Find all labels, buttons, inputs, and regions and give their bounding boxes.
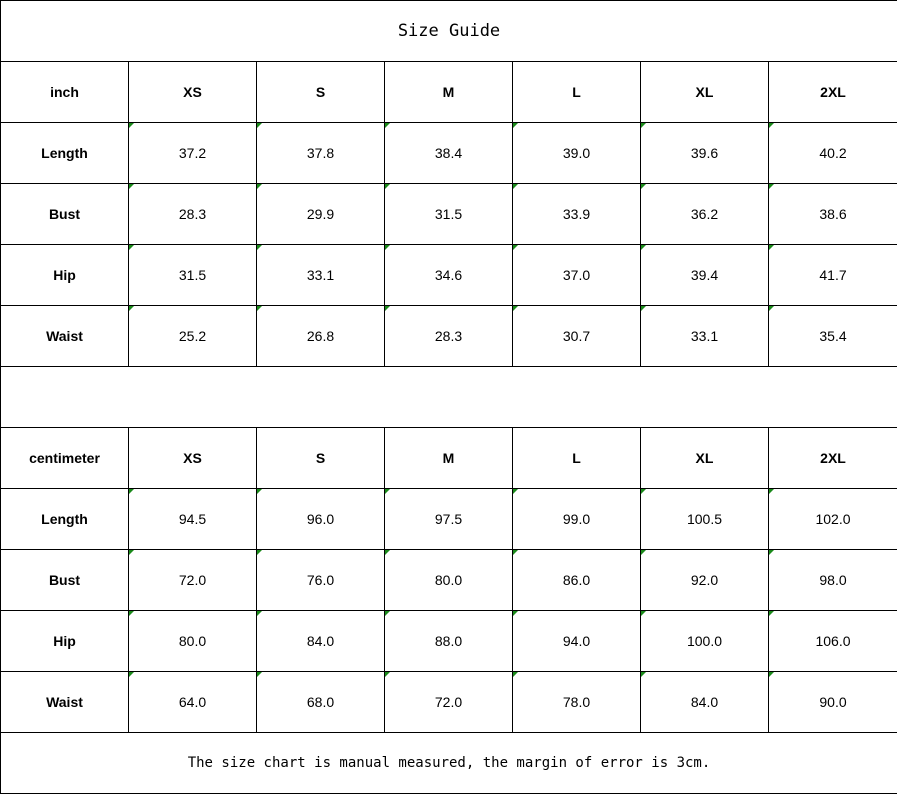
measurement-label: Waist [0, 671, 129, 733]
measurement-label: Hip [0, 244, 129, 306]
measurement-value: 80.0 [128, 610, 257, 672]
measurement-value: 90.0 [768, 671, 897, 733]
measurement-value: 94.5 [128, 488, 257, 550]
measurement-label: Hip [0, 610, 129, 672]
measurement-value: 64.0 [128, 671, 257, 733]
measurement-value: 37.0 [512, 244, 641, 306]
size-header: L [512, 427, 641, 489]
measurement-value: 36.2 [640, 183, 769, 245]
measurement-value: 35.4 [768, 305, 897, 367]
measurement-value: 78.0 [512, 671, 641, 733]
measurement-value: 68.0 [256, 671, 385, 733]
measurement-value: 88.0 [384, 610, 513, 672]
size-header: M [384, 427, 513, 489]
measurement-label: Bust [0, 549, 129, 611]
page-title: Size Guide [0, 0, 897, 62]
size-header: S [256, 61, 385, 123]
measurement-value: 33.1 [640, 305, 769, 367]
measurement-value: 76.0 [256, 549, 385, 611]
table-row: Bust 72.0 76.0 80.0 86.0 92.0 98.0 [0, 549, 897, 611]
measurement-value: 99.0 [512, 488, 641, 550]
measurement-value: 84.0 [256, 610, 385, 672]
measurement-value: 39.0 [512, 122, 641, 184]
measurement-value: 40.2 [768, 122, 897, 184]
note-row: The size chart is manual measured, the m… [0, 732, 897, 794]
size-header: XS [128, 427, 257, 489]
size-header: XS [128, 61, 257, 123]
header-row: centimeter XS S M L XL 2XL [0, 427, 897, 489]
measurement-value: 30.7 [512, 305, 641, 367]
measurement-value: 28.3 [128, 183, 257, 245]
measurement-value: 39.4 [640, 244, 769, 306]
measurement-value: 86.0 [512, 549, 641, 611]
measurement-value: 33.9 [512, 183, 641, 245]
table-row: Hip 31.5 33.1 34.6 37.0 39.4 41.7 [0, 244, 897, 306]
measurement-value: 100.5 [640, 488, 769, 550]
measurement-value: 72.0 [128, 549, 257, 611]
measurement-value: 92.0 [640, 549, 769, 611]
size-header: 2XL [768, 427, 897, 489]
measurement-value: 106.0 [768, 610, 897, 672]
measurement-value: 100.0 [640, 610, 769, 672]
measurement-value: 38.4 [384, 122, 513, 184]
measurement-value: 28.3 [384, 305, 513, 367]
size-header: S [256, 427, 385, 489]
measurement-value: 29.9 [256, 183, 385, 245]
table-row: Length 94.5 96.0 97.5 99.0 100.5 102.0 [0, 488, 897, 550]
measurement-value: 72.0 [384, 671, 513, 733]
size-header: XL [640, 61, 769, 123]
measurement-value: 102.0 [768, 488, 897, 550]
measurement-value: 96.0 [256, 488, 385, 550]
size-header: M [384, 61, 513, 123]
spacer-row [0, 366, 897, 428]
unit-header: centimeter [0, 427, 129, 489]
measurement-value: 34.6 [384, 244, 513, 306]
measurement-label: Waist [0, 305, 129, 367]
measurement-label: Bust [0, 183, 129, 245]
measurement-value: 25.2 [128, 305, 257, 367]
measurement-value: 39.6 [640, 122, 769, 184]
unit-header: inch [0, 61, 129, 123]
measurement-value: 80.0 [384, 549, 513, 611]
footnote: The size chart is manual measured, the m… [0, 732, 897, 794]
measurement-value: 94.0 [512, 610, 641, 672]
table-row: Waist 25.2 26.8 28.3 30.7 33.1 35.4 [0, 305, 897, 367]
measurement-label: Length [0, 488, 129, 550]
title-row: Size Guide [0, 0, 897, 62]
size-header: XL [640, 427, 769, 489]
measurement-value: 37.2 [128, 122, 257, 184]
size-header: L [512, 61, 641, 123]
measurement-label: Length [0, 122, 129, 184]
measurement-value: 31.5 [128, 244, 257, 306]
table-row: Waist 64.0 68.0 72.0 78.0 84.0 90.0 [0, 671, 897, 733]
measurement-value: 84.0 [640, 671, 769, 733]
header-row: inch XS S M L XL 2XL [0, 61, 897, 123]
measurement-value: 31.5 [384, 183, 513, 245]
measurement-value: 26.8 [256, 305, 385, 367]
table-row: Bust 28.3 29.9 31.5 33.9 36.2 38.6 [0, 183, 897, 245]
measurement-value: 38.6 [768, 183, 897, 245]
table-row: Hip 80.0 84.0 88.0 94.0 100.0 106.0 [0, 610, 897, 672]
measurement-value: 33.1 [256, 244, 385, 306]
table-row: Length 37.2 37.8 38.4 39.0 39.6 40.2 [0, 122, 897, 184]
size-header: 2XL [768, 61, 897, 123]
measurement-value: 37.8 [256, 122, 385, 184]
spacer-cell [0, 366, 897, 428]
measurement-value: 41.7 [768, 244, 897, 306]
measurement-value: 98.0 [768, 549, 897, 611]
measurement-value: 97.5 [384, 488, 513, 550]
